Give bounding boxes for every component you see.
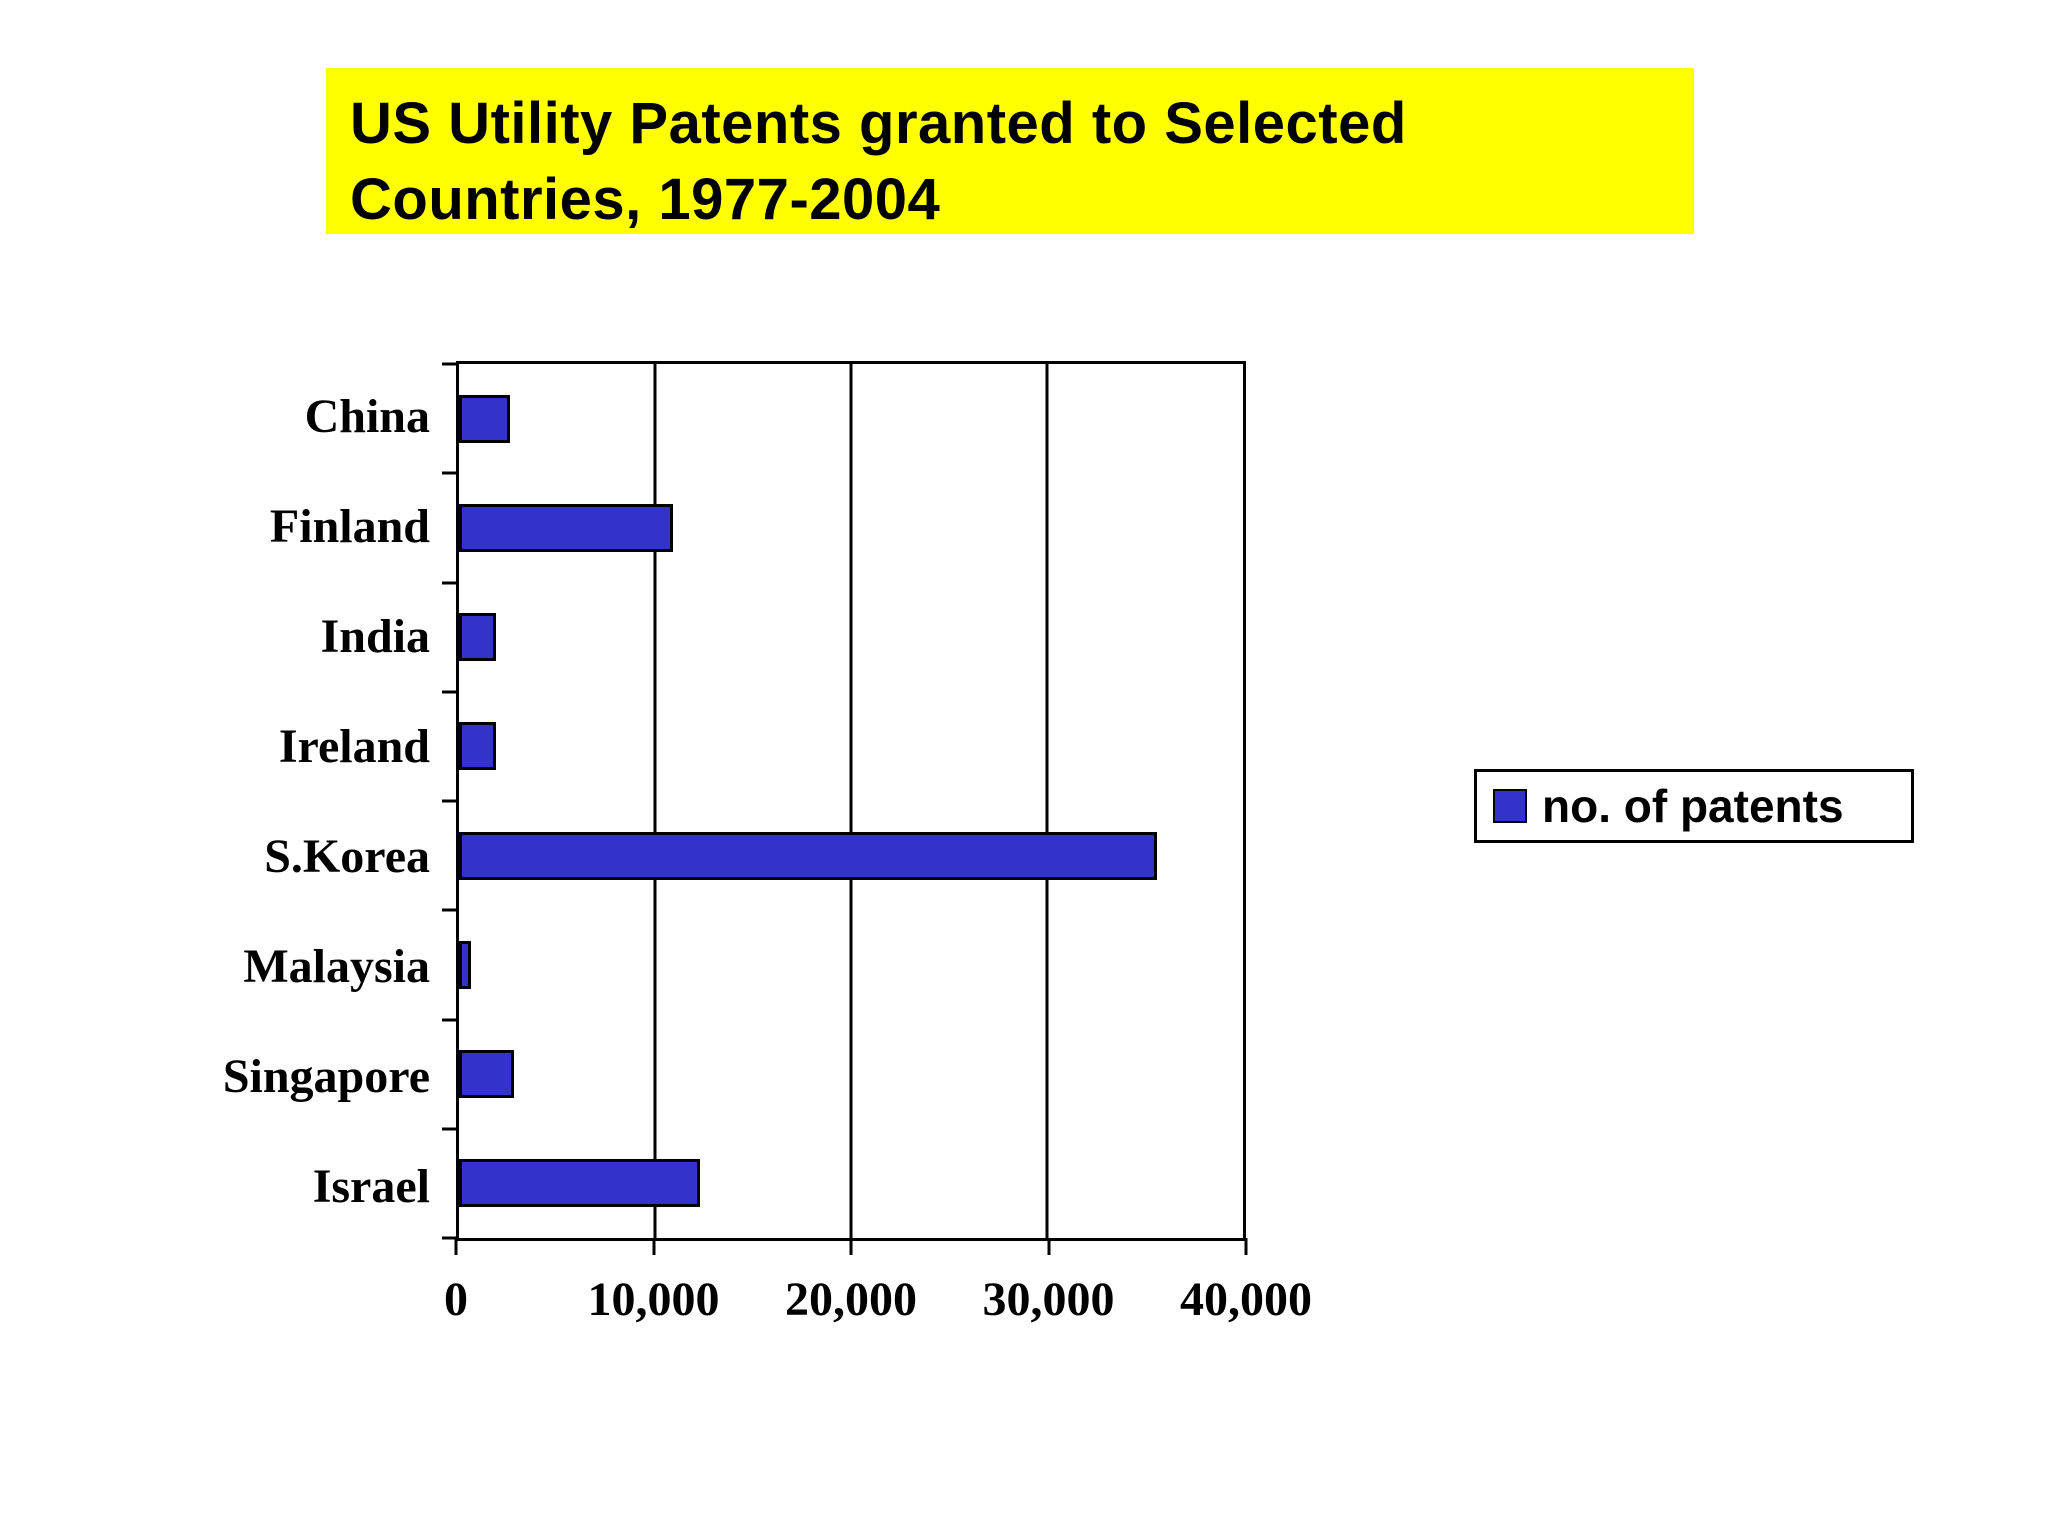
chart-title: US Utility Patents granted to Selected C… (326, 68, 1694, 234)
y-tick (442, 799, 456, 803)
bar-row (459, 1020, 1243, 1129)
category-label: Malaysia (243, 939, 430, 993)
category-label: China (304, 389, 430, 443)
bar (459, 394, 510, 443)
legend: no. of patents (1474, 769, 1914, 843)
bar-rows (459, 364, 1243, 1238)
plot-area (442, 361, 1246, 1241)
y-tick (442, 471, 456, 475)
x-axis-tick-labels: 0 10,000 20,000 30,000 40,000 (444, 1272, 1312, 1342)
gridline (653, 364, 657, 1238)
y-tick (442, 908, 456, 912)
bar (459, 831, 1157, 880)
y-tick (442, 362, 456, 366)
category-label: Ireland (278, 719, 430, 773)
bar-row (459, 583, 1243, 692)
x-tick-label: 20,000 (785, 1273, 917, 1326)
x-tick-label: 10,000 (587, 1273, 720, 1326)
legend-swatch-icon (1493, 789, 1527, 823)
legend-label: no. of patents (1542, 780, 1844, 832)
chart-title-line-1: US Utility Patents granted to Selected (350, 91, 1407, 156)
bar (459, 940, 471, 989)
category-label: Israel (312, 1159, 430, 1213)
chart-title-line-2: Countries, 1977-2004 (350, 167, 941, 232)
y-tick (442, 581, 456, 584)
x-axis-ticks (454, 1238, 1248, 1255)
bar-row (459, 473, 1243, 582)
y-tick (442, 1018, 456, 1021)
bar-row (459, 692, 1243, 801)
bar-row (459, 801, 1243, 910)
bar (459, 722, 497, 771)
gridline (849, 364, 853, 1238)
y-tick (442, 1236, 456, 1240)
x-tick (849, 1238, 853, 1255)
bar-row (459, 1129, 1243, 1238)
bar-row (459, 364, 1243, 473)
category-axis-labels: China Finland India Ireland S.Korea Malaysia S… (0, 361, 444, 1241)
gridline (1045, 364, 1049, 1238)
category-label: India (320, 609, 430, 663)
category-label: S.Korea (264, 829, 430, 883)
x-tick-label: 40,000 (1180, 1273, 1312, 1326)
x-tick-label: 30,000 (982, 1273, 1115, 1326)
x-tick (454, 1238, 458, 1255)
bar (459, 613, 497, 662)
x-tick (1244, 1238, 1248, 1255)
bar-row (459, 910, 1243, 1019)
bar (459, 1159, 701, 1208)
x-tick-label: 0 (444, 1273, 468, 1326)
category-label: Singapore (222, 1049, 430, 1103)
bar (459, 1050, 514, 1099)
bar (459, 503, 673, 552)
y-tick (442, 690, 456, 694)
x-tick (1047, 1238, 1050, 1255)
x-tick (652, 1238, 655, 1255)
category-label: Finland (269, 499, 430, 553)
y-tick (442, 1127, 456, 1131)
